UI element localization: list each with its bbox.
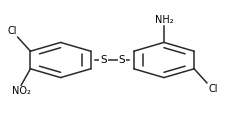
Text: NH₂: NH₂: [155, 15, 173, 25]
Text: S: S: [119, 55, 125, 65]
Text: NO₂: NO₂: [12, 86, 31, 96]
Text: Cl: Cl: [7, 26, 16, 36]
Text: Cl: Cl: [208, 84, 218, 94]
Text: S: S: [100, 55, 107, 65]
